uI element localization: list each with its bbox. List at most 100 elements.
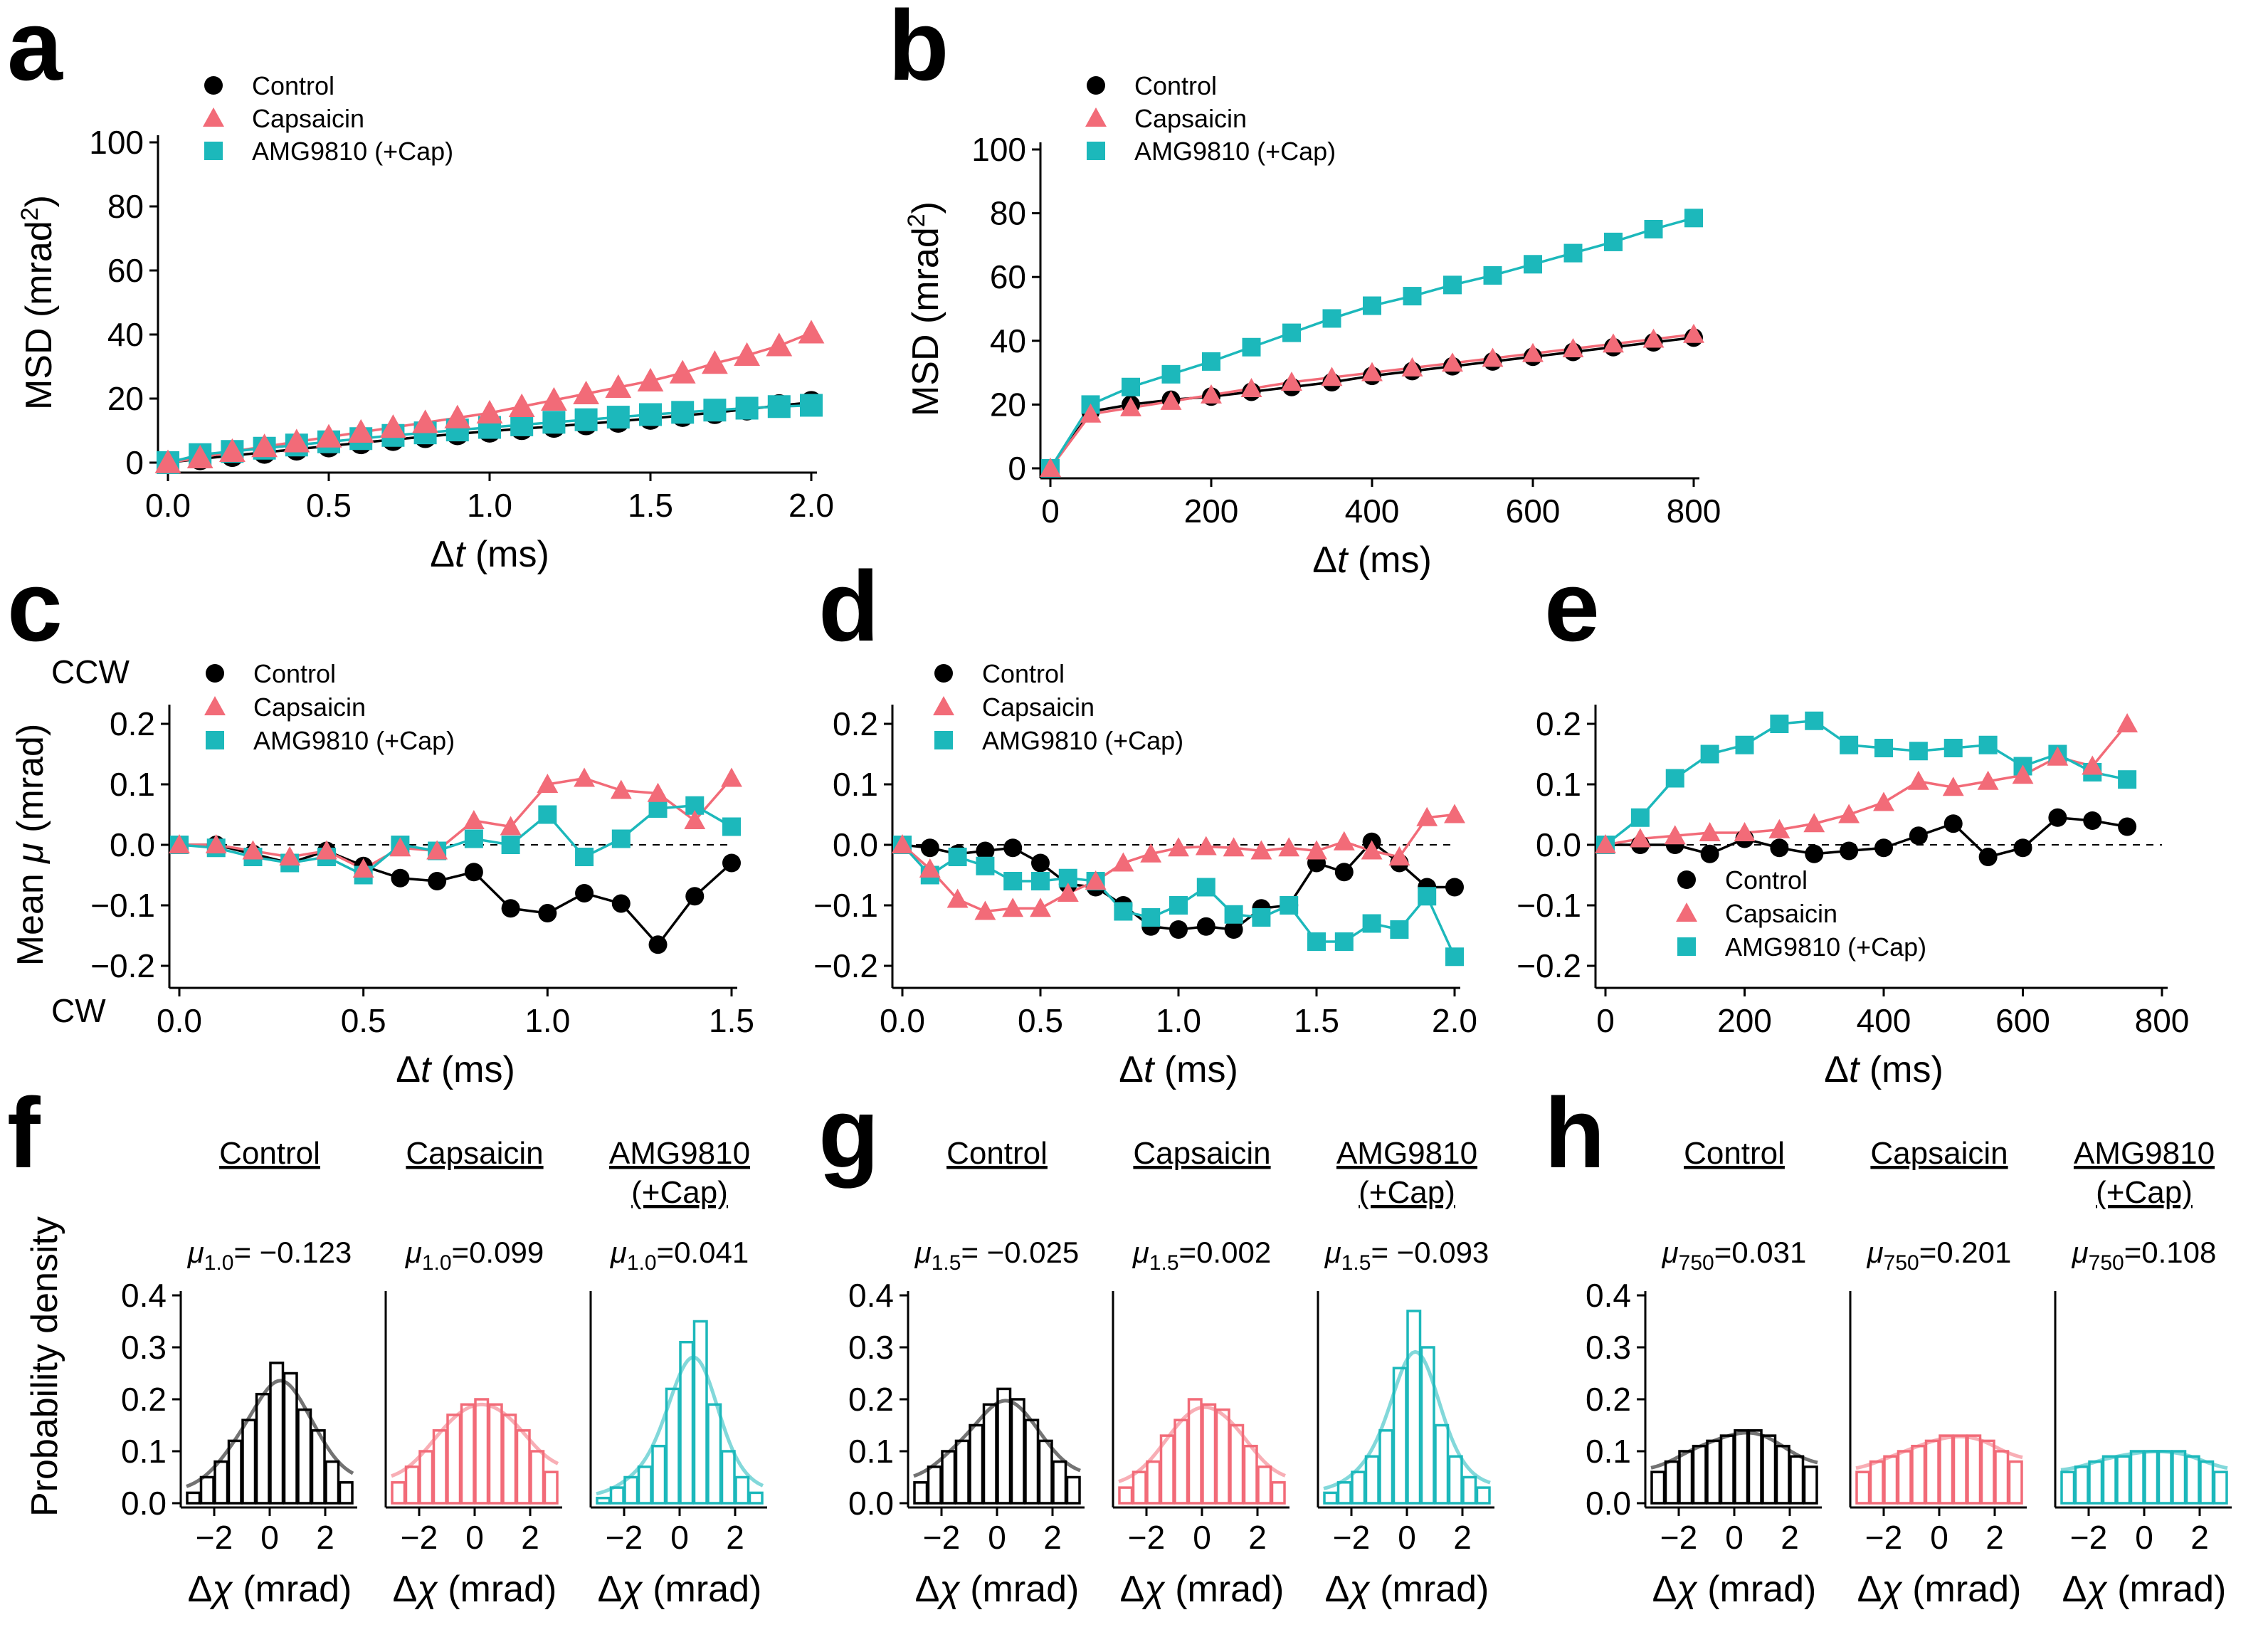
panel-c-point-control [648, 935, 668, 954]
panel-b-point-amg [1563, 243, 1583, 263]
panel-a-x-tick-label: 2.0 [788, 487, 834, 524]
panel-g-pane-control-x-label: Δχ (mrad) [915, 1569, 1080, 1610]
panel-c-point-amg [538, 805, 557, 824]
panel-g-pane-control-bar [969, 1423, 984, 1505]
panel-e-point-capsaicin [2012, 764, 2034, 784]
panel-e-point-amg [1943, 739, 1963, 757]
panel-label-c: c [7, 550, 63, 662]
panel-h-pane-control-y-tick-label: 0.0 [1586, 1485, 1631, 1522]
panel-e-x-tick-label: 0 [1596, 1002, 1615, 1039]
panel-h-pane-control-bar [1678, 1450, 1694, 1505]
panel-f-pane-control-x-label: Δχ (mrad) [188, 1569, 352, 1610]
panel-f-pane-capsaicin-bar [391, 1481, 406, 1505]
panel-g-pane-capsaicin-bar [1270, 1481, 1286, 1505]
panel-a-point-amg [800, 394, 823, 417]
panel-d-point-capsaicin [1416, 806, 1438, 826]
panel-h-pane-control-y-tick-label: 0.1 [1586, 1433, 1631, 1470]
panel-b-point-capsaicin [1321, 367, 1343, 386]
panel-f-pane-capsaicin-bar [460, 1403, 475, 1505]
panel-d-point-capsaicin [1057, 883, 1079, 902]
legend-d-label-capsaicin: Capsaicin [982, 693, 1095, 722]
panel-e-point-amg [1909, 742, 1928, 761]
panel-c-y-label: Mean μ (mrad) [10, 724, 51, 967]
panel-a-x-tick-label: 1.5 [628, 487, 673, 524]
panel-g-pane-control-bar [1065, 1475, 1081, 1505]
panel-d-point-capsaicin [1195, 836, 1217, 856]
panel-b-point-amg [1483, 265, 1502, 285]
panel-a-point-amg [574, 408, 598, 431]
panel-g-pane-amg-title-sub: (+Cap) [1359, 1175, 1455, 1210]
panel-a-point-amg [703, 399, 727, 422]
panel-e-point-capsaicin [1838, 804, 1860, 823]
panel-g-pane-control-fit-curve [913, 1399, 1081, 1478]
panel-g-pane-capsaicin-bar [1229, 1423, 1245, 1505]
panel-g-pane-capsaicin-fit-curve [1118, 1405, 1286, 1483]
panel-f-pane-capsaicin-mu: μ1.0=0.099 [405, 1236, 544, 1275]
panel-d-point-amg [1418, 887, 1437, 906]
panel-a-point-amg [639, 403, 662, 426]
panel-d-point-capsaicin [1085, 870, 1107, 890]
panel-g-pane-amg-bar [1447, 1455, 1463, 1505]
panel-e-point-control [1874, 838, 1893, 858]
panel-g-pane-amg-bar [1475, 1486, 1491, 1505]
panel-c-point-amg [648, 799, 668, 818]
panel-f-pane-capsaicin-bar [487, 1403, 503, 1505]
panel-d-point-capsaicin [1444, 804, 1465, 823]
panel-f-pane-control-fit-curve [186, 1379, 354, 1488]
panel-b-y-tick-label: 80 [990, 195, 1026, 232]
panel-f-pane-amg-bar [651, 1444, 667, 1505]
panel-a-y-tick-label: 100 [89, 124, 144, 161]
panel-a-point-capsaicin [798, 320, 825, 344]
panel-d-point-capsaicin [946, 888, 969, 908]
panel-g-pane-capsaicin-bar [1132, 1470, 1147, 1505]
panel-f-pane-amg-bar [679, 1340, 695, 1505]
panel-b-point-capsaicin [1080, 403, 1102, 423]
panel-c-point-control [464, 863, 483, 882]
panel-e-y-tick-label: 0.1 [1536, 766, 1581, 803]
panel-d-point-amg [1307, 932, 1326, 951]
panel-f-pane-control-x-tick-label: 0 [260, 1519, 279, 1556]
panel-d-point-capsaicin [1278, 837, 1300, 857]
panel-e-point-amg [1770, 715, 1789, 733]
panel-a-point-capsaicin [315, 423, 342, 448]
panel-e-point-capsaicin [1942, 777, 1964, 796]
panel-d-point-control [1196, 917, 1215, 936]
panel-g-pane-capsaicin-bar [1257, 1465, 1272, 1505]
panel-f-pane-capsaicin-x-tick-label: 0 [465, 1519, 484, 1556]
panel-d-point-amg [1334, 932, 1354, 951]
panel-f-pane-control-bar [227, 1439, 243, 1505]
panel-a-point-capsaicin [347, 419, 374, 443]
panel-f-pane-amg-x-tick-label: 2 [726, 1519, 744, 1556]
panel-a-point-amg [606, 406, 630, 429]
panel-f-pane-capsaicin-title: Capsaicin [406, 1136, 543, 1171]
panel-c-line-amg [179, 804, 732, 877]
panel-d-point-capsaicin [1030, 898, 1051, 917]
panel-f-pane-amg-x-label: Δχ (mrad) [598, 1569, 762, 1610]
panel-h-pane-control-bar [1719, 1434, 1735, 1505]
panel-h-pane-capsaicin-bar [2008, 1460, 2023, 1505]
panel-h-pane-control-bar [1692, 1444, 1707, 1505]
panel-e-point-amg [1805, 711, 1824, 730]
panel-e-point-capsaicin [1873, 791, 1894, 811]
panel-e-x-tick-label: 400 [1857, 1002, 1911, 1039]
panel-f-pane-control-bar [297, 1408, 312, 1505]
panel-label-d: d [818, 550, 880, 662]
panel-g-pane-capsaicin-x-label: Δχ (mrad) [1120, 1569, 1285, 1610]
panel-a-x-label: Δt (ms) [430, 534, 549, 575]
panel-e-point-amg [1735, 735, 1754, 754]
panel-a-point-amg [735, 396, 759, 420]
panel-c-point-capsaicin [426, 840, 448, 860]
panel-d-point-amg [1390, 920, 1409, 939]
panel-g-pane-control-y-tick-label: 0.4 [848, 1277, 894, 1314]
panel-a-point-capsaicin [541, 386, 567, 411]
panel-g-pane-amg-bar [1406, 1310, 1422, 1505]
panel-e-y-tick-label: −0.1 [1517, 887, 1581, 924]
panel-h-pane-amg-bar [2171, 1450, 2187, 1505]
panel-f-pane-control-bar [186, 1491, 201, 1505]
panel-a-point-capsaicin [605, 374, 632, 398]
panel-d-point-control [920, 838, 939, 858]
panel-f-pane-control-bar [255, 1392, 270, 1505]
panel-e-point-amg [1630, 808, 1650, 827]
panel-f-pane-control-bar [269, 1362, 285, 1505]
panel-a-y-tick-label: 80 [107, 188, 144, 225]
